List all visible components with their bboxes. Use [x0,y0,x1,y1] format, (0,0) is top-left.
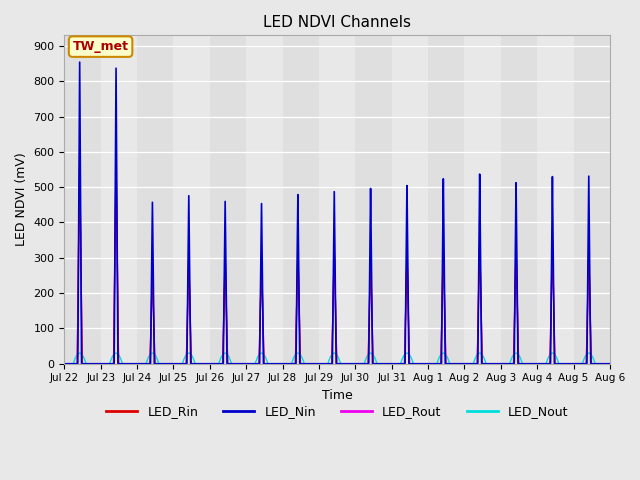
LED_Rin [413,361,420,367]
Bar [355,36,392,364]
LED_Nout [604,361,612,367]
Line: LED_Nout: LED_Nout [65,353,610,364]
LED_Nout [413,361,420,367]
LED_Rin [490,361,498,367]
Y-axis label: LED NDVI (mV): LED NDVI (mV) [15,153,28,246]
LED_Nin [604,361,612,367]
LED_Rin [172,361,179,367]
LED_Rout [265,361,273,367]
X-axis label: Time: Time [322,389,353,402]
LED_Nin [265,361,273,367]
LED_Nin [490,361,498,367]
LED_Rout [61,361,68,367]
LED_Nin [177,361,185,367]
LED_Nin [61,361,68,367]
LED_Rin [606,361,614,367]
LED_Nout [490,361,498,367]
LED_Rout [604,361,612,367]
LED_Rout [606,361,614,367]
LED_Rout [490,361,498,367]
Bar [500,36,537,364]
LED_Nout [76,350,83,356]
Bar [428,36,465,364]
LED_Rin [61,361,68,367]
LED_Nout [177,361,185,367]
Title: LED NDVI Channels: LED NDVI Channels [263,15,411,30]
Line: LED_Rout: LED_Rout [65,160,610,364]
LED_Rout [177,361,185,367]
Legend: LED_Rin, LED_Nin, LED_Rout, LED_Nout: LED_Rin, LED_Nin, LED_Rout, LED_Nout [101,400,573,423]
LED_Rout [413,361,420,367]
Bar [573,36,610,364]
Bar [65,36,100,364]
LED_Rout [172,361,179,367]
LED_Rin [265,361,273,367]
Line: LED_Nin: LED_Nin [65,62,610,364]
LED_Nin [172,361,179,367]
LED_Rin [604,361,612,367]
LED_Rout [112,157,120,163]
Bar [210,36,246,364]
Text: TW_met: TW_met [72,40,129,53]
LED_Nout [265,361,273,367]
LED_Nout [606,361,614,367]
LED_Nin [76,59,83,65]
LED_Nin [606,361,614,367]
LED_Rin [112,154,120,160]
LED_Nout [172,361,179,367]
Bar [137,36,173,364]
LED_Rin [177,361,185,367]
LED_Nout [61,361,68,367]
Line: LED_Rin: LED_Rin [65,157,610,364]
Bar [283,36,319,364]
LED_Nin [413,361,420,367]
